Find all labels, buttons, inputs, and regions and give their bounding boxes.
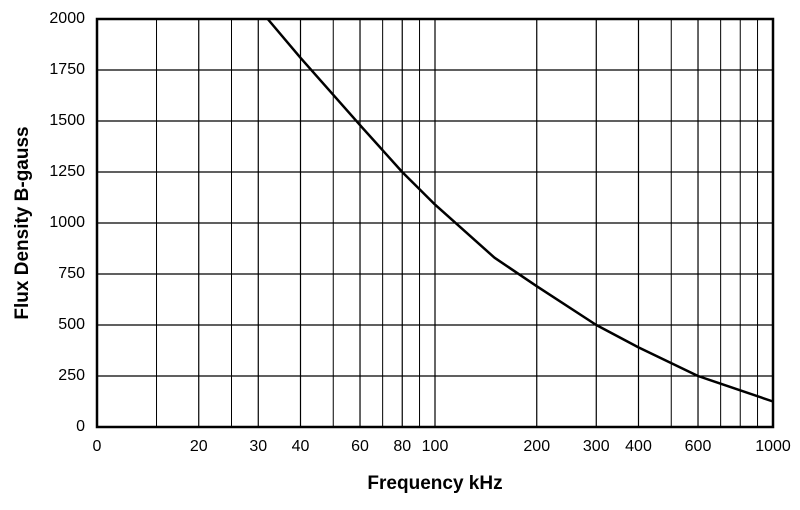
- x-tick-label: 40: [292, 438, 310, 455]
- x-tick-label: 1000: [755, 438, 791, 455]
- y-tick-label: 1000: [49, 214, 85, 231]
- plot-frame: [95, 17, 775, 429]
- y-axis-title: Flux Density B-gauss: [12, 126, 33, 319]
- y-tick-label: 0: [76, 418, 85, 435]
- y-tick-label: 2000: [49, 10, 85, 27]
- y-tick-label: 1250: [49, 163, 85, 180]
- y-tick-label: 500: [58, 316, 85, 333]
- x-tick-label: 200: [523, 438, 550, 455]
- y-tick-label: 1750: [49, 61, 85, 78]
- x-tick-label: 100: [422, 438, 449, 455]
- x-tick-label: 20: [190, 438, 208, 455]
- y-tick-label: 1500: [49, 112, 85, 129]
- x-tick-label: 60: [351, 438, 369, 455]
- x-tick-label: 0: [93, 438, 102, 455]
- x-axis-title: Frequency kHz: [367, 473, 502, 494]
- x-tick-label: 600: [685, 438, 712, 455]
- y-tick-label: 250: [58, 367, 85, 384]
- data-line: [266, 18, 774, 403]
- x-tick-label: 80: [393, 438, 411, 455]
- y-tick-label: 750: [58, 265, 85, 282]
- x-tick-label: 30: [249, 438, 267, 455]
- x-tick-label: 300: [583, 438, 610, 455]
- x-tick-label: 400: [625, 438, 652, 455]
